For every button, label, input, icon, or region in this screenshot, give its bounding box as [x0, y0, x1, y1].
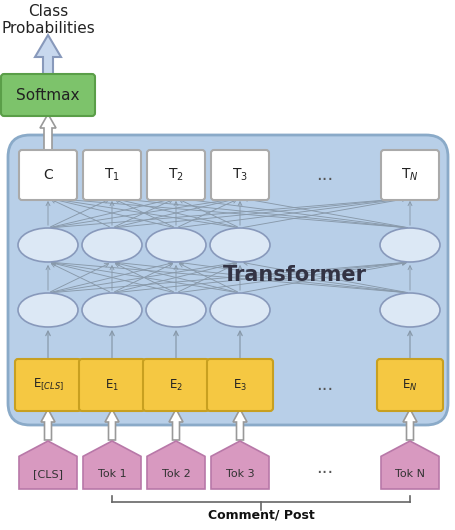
Text: Tok N: Tok N [394, 469, 424, 479]
FancyBboxPatch shape [79, 359, 145, 411]
Ellipse shape [210, 293, 269, 327]
Ellipse shape [210, 228, 269, 262]
Polygon shape [169, 409, 182, 440]
Text: Softmax: Softmax [16, 87, 80, 102]
FancyBboxPatch shape [83, 150, 141, 200]
Ellipse shape [82, 228, 142, 262]
Text: T$_3$: T$_3$ [232, 167, 248, 183]
FancyBboxPatch shape [15, 359, 81, 411]
Polygon shape [380, 441, 438, 489]
Ellipse shape [82, 293, 142, 327]
Ellipse shape [379, 228, 439, 262]
Text: Tok 2: Tok 2 [161, 469, 190, 479]
FancyBboxPatch shape [147, 150, 205, 200]
Text: Tok 1: Tok 1 [97, 469, 126, 479]
Ellipse shape [18, 228, 78, 262]
Text: Tok 3: Tok 3 [225, 469, 254, 479]
Ellipse shape [146, 228, 206, 262]
Text: ...: ... [316, 166, 333, 184]
FancyBboxPatch shape [376, 359, 442, 411]
Text: E$_N$: E$_N$ [401, 377, 417, 393]
Polygon shape [83, 441, 141, 489]
Text: ...: ... [316, 376, 333, 394]
Text: Comment/ Post: Comment/ Post [207, 508, 313, 522]
Text: E$_{[CLS]}$: E$_{[CLS]}$ [32, 377, 63, 393]
FancyBboxPatch shape [1, 74, 95, 116]
Text: Class
Probabilities: Class Probabilities [1, 4, 95, 37]
FancyBboxPatch shape [211, 150, 268, 200]
FancyBboxPatch shape [8, 135, 447, 425]
Ellipse shape [146, 293, 206, 327]
Text: E$_1$: E$_1$ [105, 377, 119, 393]
Text: T$_1$: T$_1$ [104, 167, 120, 183]
Polygon shape [35, 35, 61, 75]
Polygon shape [147, 441, 205, 489]
Ellipse shape [379, 293, 439, 327]
FancyBboxPatch shape [19, 150, 77, 200]
Polygon shape [211, 441, 268, 489]
Text: Transformer: Transformer [222, 265, 366, 285]
FancyBboxPatch shape [143, 359, 208, 411]
Polygon shape [233, 409, 247, 440]
Polygon shape [41, 409, 55, 440]
FancyBboxPatch shape [380, 150, 438, 200]
Polygon shape [402, 409, 416, 440]
Text: E$_2$: E$_2$ [169, 377, 182, 393]
Text: [CLS]: [CLS] [33, 469, 63, 479]
FancyBboxPatch shape [207, 359, 273, 411]
Text: T$_2$: T$_2$ [168, 167, 183, 183]
Polygon shape [105, 409, 119, 440]
Text: E$_3$: E$_3$ [233, 377, 247, 393]
Text: ...: ... [316, 459, 333, 477]
Text: T$_N$: T$_N$ [400, 167, 418, 183]
Ellipse shape [18, 293, 78, 327]
Polygon shape [19, 441, 77, 489]
Text: C: C [43, 168, 53, 182]
Polygon shape [40, 114, 56, 152]
